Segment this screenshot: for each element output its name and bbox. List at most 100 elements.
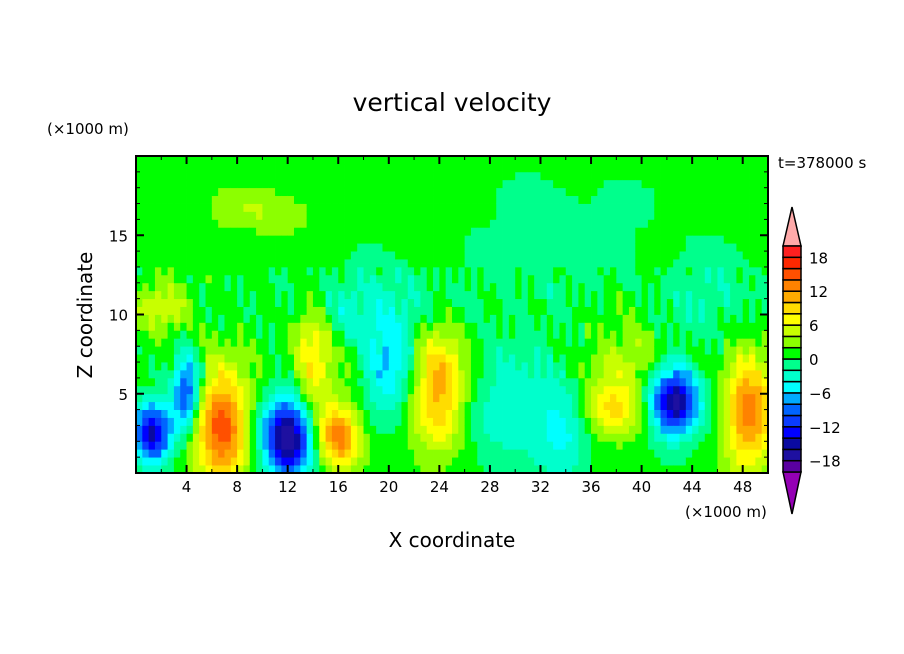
heatmap-cell <box>496 362 503 371</box>
heatmap-cell <box>666 187 674 197</box>
heatmap-cell <box>338 282 345 292</box>
heatmap-cell <box>641 409 649 418</box>
heatmap-cell <box>338 195 345 204</box>
heatmap-cell <box>483 433 491 442</box>
heatmap-cell <box>572 211 579 220</box>
heatmap-cell <box>401 243 409 252</box>
heatmap-cell <box>230 425 238 434</box>
heatmap-cell <box>186 425 194 434</box>
heatmap-cell <box>294 156 301 165</box>
heatmap-cell <box>666 433 674 442</box>
heatmap-cell <box>154 393 162 403</box>
heatmap-cell <box>414 203 421 212</box>
heatmap-cell <box>730 227 737 236</box>
heatmap-cell <box>426 449 434 458</box>
heatmap-cell <box>515 203 522 212</box>
heatmap-cell <box>723 211 731 220</box>
heatmap-cell <box>736 354 744 363</box>
heatmap-cell <box>319 243 326 252</box>
heatmap-cell <box>622 369 630 379</box>
heatmap-cell <box>205 409 213 418</box>
heatmap-cell <box>401 187 409 197</box>
heatmap-cell <box>452 409 459 418</box>
heatmap-cell <box>679 251 687 260</box>
heatmap-cell <box>186 338 194 347</box>
heatmap-cell <box>306 409 314 418</box>
heatmap-cell <box>136 322 143 331</box>
heatmap-cell <box>496 179 503 189</box>
heatmap-cell <box>369 322 377 331</box>
heatmap-cell <box>369 219 377 228</box>
heatmap-cell <box>553 425 560 434</box>
heatmap-cell <box>458 266 466 276</box>
heatmap-cell <box>704 235 712 244</box>
heatmap-cell <box>616 171 624 181</box>
heatmap-cell <box>641 385 649 395</box>
heatmap-cell <box>142 171 150 181</box>
heatmap-cell <box>256 298 263 307</box>
heatmap-cell <box>357 266 364 276</box>
heatmap-cell <box>186 457 194 466</box>
heatmap-cell <box>376 425 383 434</box>
heatmap-cell <box>426 457 434 466</box>
heatmap-cell <box>357 449 364 458</box>
heatmap-cell <box>294 259 301 268</box>
heatmap-cell <box>256 457 263 466</box>
heatmap-cell <box>154 385 162 395</box>
heatmap-cell <box>230 243 238 252</box>
heatmap-cell <box>268 354 276 363</box>
heatmap-cell <box>281 290 289 300</box>
heatmap-cell <box>572 369 579 379</box>
heatmap-cell <box>565 330 573 339</box>
heatmap-cell <box>603 401 611 410</box>
heatmap-cell <box>426 290 434 300</box>
heatmap-cell <box>281 322 289 331</box>
heatmap-cell <box>331 243 339 252</box>
heatmap-cell <box>452 251 459 260</box>
heatmap-cell <box>704 425 712 434</box>
heatmap-cell <box>211 449 219 458</box>
heatmap-cell <box>167 203 175 212</box>
heatmap-cell <box>312 171 320 181</box>
heatmap-cell <box>496 354 503 363</box>
heatmap-cell <box>230 393 238 403</box>
heatmap-cell <box>666 290 674 300</box>
heatmap-cell <box>546 203 554 212</box>
heatmap-cell <box>237 251 244 260</box>
heatmap-cell <box>515 171 522 181</box>
heatmap-cell <box>275 385 282 395</box>
heatmap-cell <box>489 243 497 252</box>
heatmap-cell <box>376 235 383 244</box>
heatmap-cell <box>635 465 642 474</box>
heatmap-cell <box>458 425 466 434</box>
heatmap-cell <box>148 187 156 197</box>
heatmap-cell <box>363 219 371 228</box>
heatmap-cell <box>414 259 421 268</box>
heatmap-cell <box>736 274 744 284</box>
heatmap-cell <box>407 314 415 323</box>
heatmap-cell <box>464 362 472 371</box>
heatmap-cell <box>205 290 213 300</box>
heatmap-cell <box>628 393 636 403</box>
heatmap-cell <box>591 156 598 165</box>
heatmap-cell <box>546 449 554 458</box>
heatmap-cell <box>452 417 459 426</box>
heatmap-cell <box>730 354 737 363</box>
heatmap-cell <box>584 346 592 355</box>
heatmap-cell <box>711 322 718 331</box>
heatmap-cell <box>401 298 409 307</box>
heatmap-cell <box>483 377 491 387</box>
heatmap-cell <box>388 163 396 173</box>
heatmap-cell <box>717 393 725 403</box>
heatmap-cell <box>357 441 364 450</box>
heatmap-cell <box>439 171 447 181</box>
heatmap-cell <box>654 377 661 387</box>
heatmap-cell <box>628 362 636 371</box>
heatmap-cell <box>464 266 472 276</box>
heatmap-cell <box>508 362 516 371</box>
heatmap-cell <box>483 298 491 307</box>
heatmap-cell <box>489 449 497 458</box>
heatmap-cell <box>211 179 219 189</box>
heatmap-cell <box>647 290 655 300</box>
heatmap-cell <box>142 330 150 339</box>
